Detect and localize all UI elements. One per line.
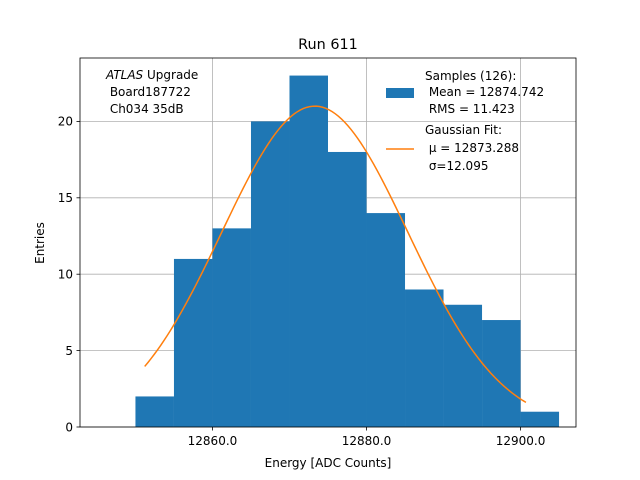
histogram-bar [212, 228, 251, 427]
annotation-line-3: Ch034 35dB [106, 102, 184, 116]
y-tick-label: 15 [58, 191, 73, 205]
gaussian-fit-line [144, 105, 527, 404]
histogram-bar [289, 75, 328, 428]
histogram-bar [443, 304, 483, 427]
y-tick-label: 0 [65, 420, 73, 434]
x-tick-label: 12900.0 [496, 434, 546, 448]
x-tick-label: 12860.0 [188, 434, 238, 448]
annotation-line-2: Board187722 [106, 85, 191, 99]
histogram-bars [135, 75, 560, 428]
histogram-bar [173, 258, 213, 427]
y-axis-ticks: 0 5 10 15 20 [58, 115, 80, 434]
chart-title: Run 611 [298, 37, 358, 53]
x-axis-label: Energy [ADC Counts] [265, 456, 392, 470]
legend-samples-mean: Mean = 12874.742 [425, 85, 544, 99]
y-tick-label: 5 [65, 344, 73, 358]
histogram-bar [520, 411, 560, 427]
y-tick-label: 10 [58, 268, 73, 282]
x-axis-ticks: 12860.0 12880.0 12900.0 [188, 427, 546, 448]
legend: Samples (126): Mean = 12874.742 RMS = 11… [386, 69, 544, 173]
legend-samples-title: Samples (126): [425, 69, 516, 83]
legend-fit-sigma: σ=12.095 [425, 159, 488, 173]
histogram-bar [482, 320, 521, 427]
detector-annotation: ATLAS Upgrade Board187722 Ch034 35dB [105, 68, 198, 116]
y-axis-label: Entries [33, 222, 47, 264]
annotation-line-1: ATLAS Upgrade [105, 68, 198, 82]
histogram-bar [135, 396, 174, 427]
legend-fit-title: Gaussian Fit: [425, 123, 502, 137]
legend-fit-mu: μ = 12873.288 [425, 141, 519, 155]
legend-samples-swatch [386, 88, 414, 98]
plot-frame [79, 57, 577, 428]
histogram-bar [405, 289, 444, 427]
x-tick-label: 12880.0 [342, 434, 392, 448]
gaussian-fit [144, 105, 527, 404]
histogram-bar [366, 213, 406, 427]
annotation-atlas: ATLAS [105, 68, 144, 82]
annotation-upgrade: Upgrade [143, 68, 198, 82]
histogram-bar [250, 121, 290, 427]
histogram-bar [328, 151, 367, 428]
legend-samples-rms: RMS = 11.423 [425, 102, 515, 116]
y-tick-label: 20 [58, 115, 73, 129]
